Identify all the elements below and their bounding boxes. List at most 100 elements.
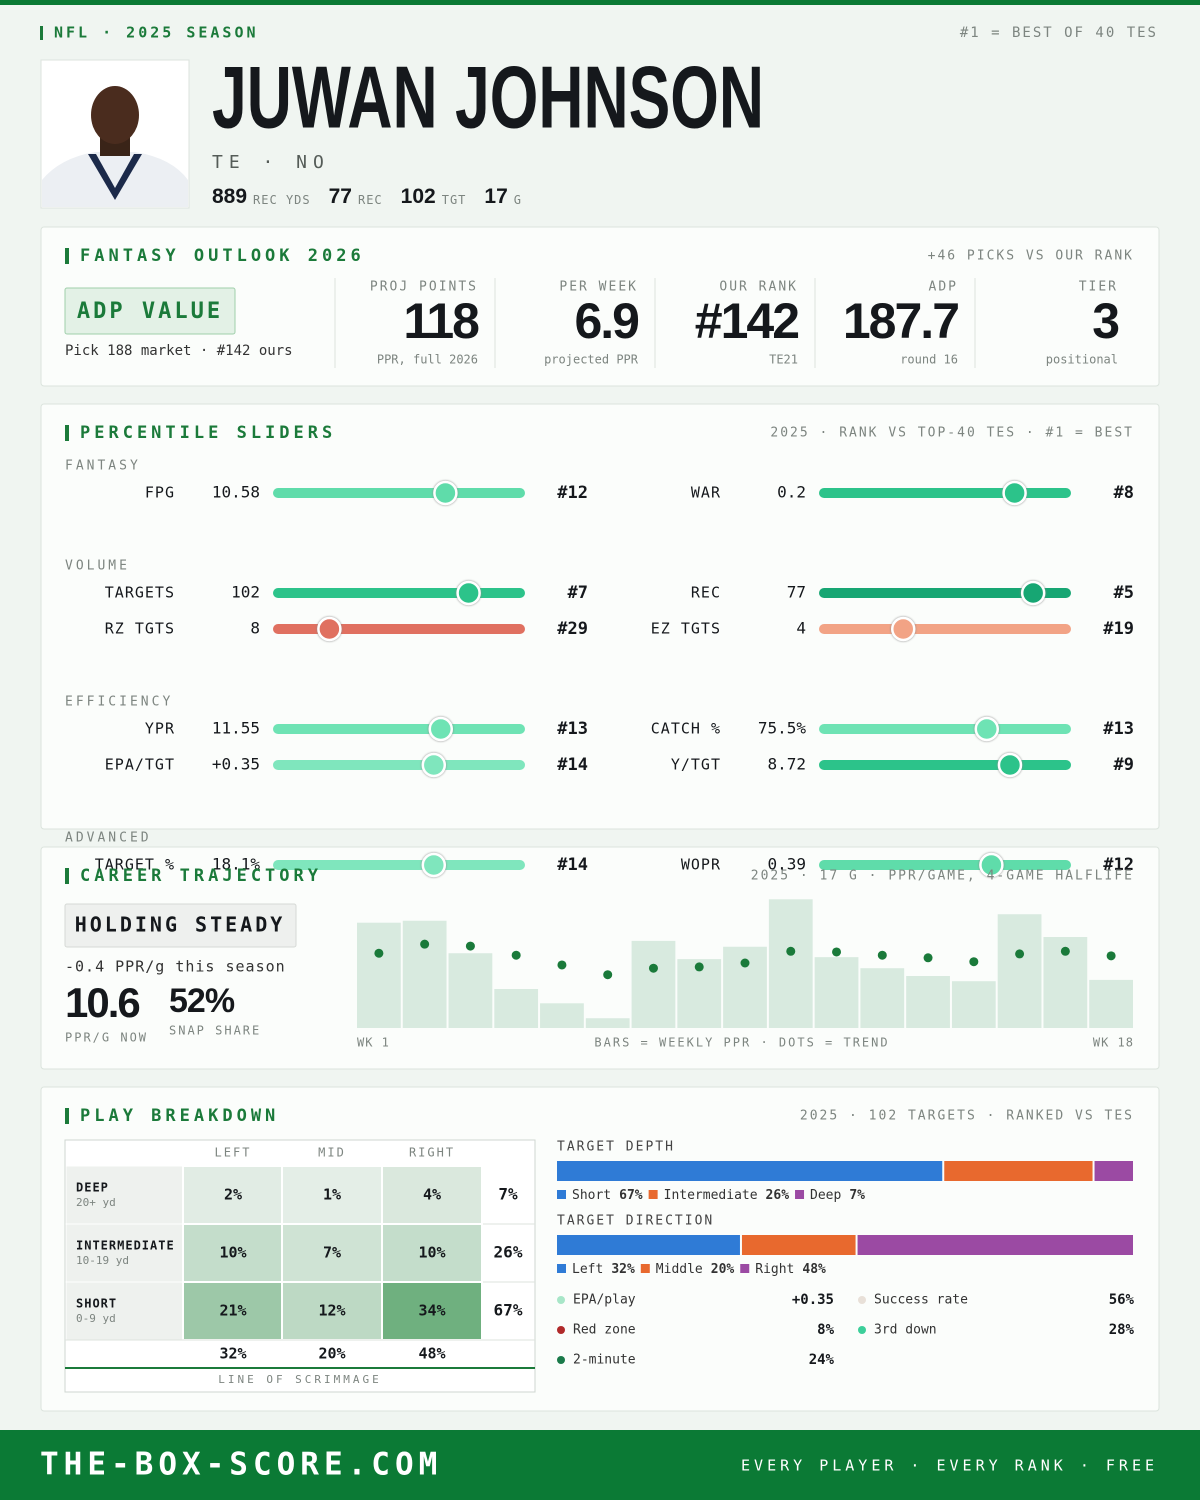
- stat-value: 28%: [1109, 1322, 1135, 1338]
- section-note: 2025 · 17 G · PPR/GAME, 4-GAME HALFLIFE: [751, 869, 1134, 884]
- legend-entry: Deep 7%: [810, 1188, 865, 1203]
- trend-dot: [1015, 949, 1025, 959]
- slider-rank: #7: [568, 583, 588, 603]
- stat-value: 102: [401, 185, 436, 208]
- legend-name: Short: [572, 1188, 611, 1203]
- zone-value: 21%: [219, 1302, 246, 1320]
- metric-sub: TE21: [769, 353, 798, 367]
- metric-value: 6.9: [574, 293, 638, 349]
- metric-label: PROJ POINTS: [370, 280, 478, 295]
- weekly-bar: [814, 957, 859, 1028]
- legend-value: 32%: [611, 1262, 635, 1277]
- header-stat: 77 REC: [329, 185, 383, 208]
- slider-value: 18.1%: [212, 855, 261, 874]
- player-position: TE · NO: [212, 152, 330, 173]
- slider-label: CATCH %: [651, 720, 721, 738]
- trend-sub: -0.4 PPR/g this season: [65, 958, 286, 976]
- slider-rank: #13: [557, 719, 588, 739]
- trend-dot: [420, 939, 430, 949]
- stat-value: 889: [212, 185, 247, 208]
- metric-label: PER WEEK: [559, 280, 638, 295]
- zone-cell: [281, 1223, 383, 1283]
- section-accent: [65, 425, 69, 441]
- weekly-bar: [1089, 979, 1133, 1028]
- snap-label: SNAP SHARE: [169, 1024, 261, 1038]
- legend-name: Right: [755, 1262, 794, 1277]
- zone-cell: [381, 1165, 483, 1225]
- slider-value: +0.35: [212, 755, 260, 774]
- slider-value: 8: [250, 619, 260, 638]
- stat-value: 8%: [817, 1322, 834, 1338]
- slider-track: [273, 724, 525, 734]
- header-stat: 889 REC YDS: [212, 185, 311, 208]
- group-label: EFFICIENCY: [65, 695, 173, 710]
- slider-knob: [890, 616, 916, 642]
- stack-segment: [557, 1161, 943, 1181]
- slider-track: [819, 588, 1071, 598]
- tagline: EVERY PLAYER · EVERY RANK · FREE: [741, 1457, 1158, 1475]
- slider-rank: #8: [1114, 483, 1134, 503]
- legend-value: 67%: [619, 1188, 643, 1203]
- slider-label: RZ TGTS: [105, 620, 175, 638]
- slider-knob: [317, 616, 342, 642]
- weekly-bar: [906, 976, 950, 1028]
- row-total: 7%: [498, 1185, 518, 1204]
- legend-swatch: [795, 1190, 805, 1199]
- legend-entry: Short 67%: [572, 1188, 643, 1203]
- metric-value: 3: [1092, 293, 1118, 349]
- badge-text: ADP VALUE: [77, 299, 223, 324]
- slider-rank: #14: [557, 855, 588, 875]
- slider-track: [819, 724, 1071, 734]
- row-total: 67%: [494, 1301, 523, 1320]
- player-photo: [40, 59, 190, 209]
- section-accent: [65, 248, 69, 264]
- trend-dot: [694, 962, 704, 972]
- slider-knob: [433, 480, 458, 506]
- slider-track: [819, 860, 1071, 870]
- zone-value: 1%: [323, 1186, 341, 1204]
- weekly-bar: [540, 1003, 584, 1028]
- column-total: 20%: [318, 1345, 345, 1363]
- zone-cell: [381, 1281, 483, 1341]
- legend-name: Intermediate: [664, 1188, 758, 1203]
- stack-segment: [741, 1235, 856, 1255]
- trend-dot: [557, 960, 567, 970]
- legend-entry: Right 48%: [755, 1262, 826, 1277]
- slider-rank: #19: [1103, 619, 1134, 639]
- slider-track: [819, 624, 1071, 634]
- metric-value: #142: [695, 293, 798, 349]
- legend-swatch: [557, 1190, 566, 1199]
- header-note: #1 = BEST OF 40 TES: [960, 25, 1158, 41]
- section-note: 2025 · RANK VS TOP-40 TES · #1 = BEST: [770, 426, 1134, 441]
- section-note: +46 PICKS VS OUR RANK: [928, 249, 1134, 264]
- legend-entry: Middle 20%: [656, 1262, 735, 1277]
- league-accent: [40, 26, 43, 40]
- stat-label: Success rate: [874, 1293, 968, 1308]
- slider-track: [273, 624, 525, 634]
- badge-sub: Pick 188 market · #142 ours: [65, 343, 293, 359]
- top-bar: [0, 0, 1200, 5]
- stat-dot: [557, 1326, 565, 1334]
- stat-value: 24%: [809, 1352, 835, 1368]
- legend-entry: Intermediate 26%: [664, 1188, 790, 1203]
- row-name: INTERMEDIATE: [76, 1239, 175, 1253]
- axis-note: BARS = WEEKLY PPR · DOTS = TREND: [594, 1036, 889, 1050]
- group-label: VOLUME: [65, 559, 130, 574]
- slider-label: WAR: [691, 484, 721, 502]
- slider-track: [273, 860, 525, 870]
- snap-value: 52%: [169, 982, 235, 1020]
- slider-value: 0.39: [767, 855, 806, 874]
- slider-label: WOPR: [681, 856, 721, 874]
- legend-value: 7%: [849, 1188, 865, 1203]
- zone-value: 12%: [318, 1302, 345, 1320]
- stack-segment: [557, 1235, 740, 1255]
- zone-cell: [381, 1223, 483, 1283]
- weekly-bar: [997, 914, 1042, 1028]
- trend-dot: [1106, 951, 1116, 961]
- scrimmage-label: LINE OF SCRIMMAGE: [218, 1373, 382, 1386]
- slider-value: 77: [787, 583, 806, 602]
- row-sub: 20+ yd: [76, 1196, 116, 1209]
- zone-value: 34%: [418, 1302, 445, 1320]
- slider-label: REC: [691, 584, 721, 602]
- slider-label: TARGET %: [95, 856, 175, 874]
